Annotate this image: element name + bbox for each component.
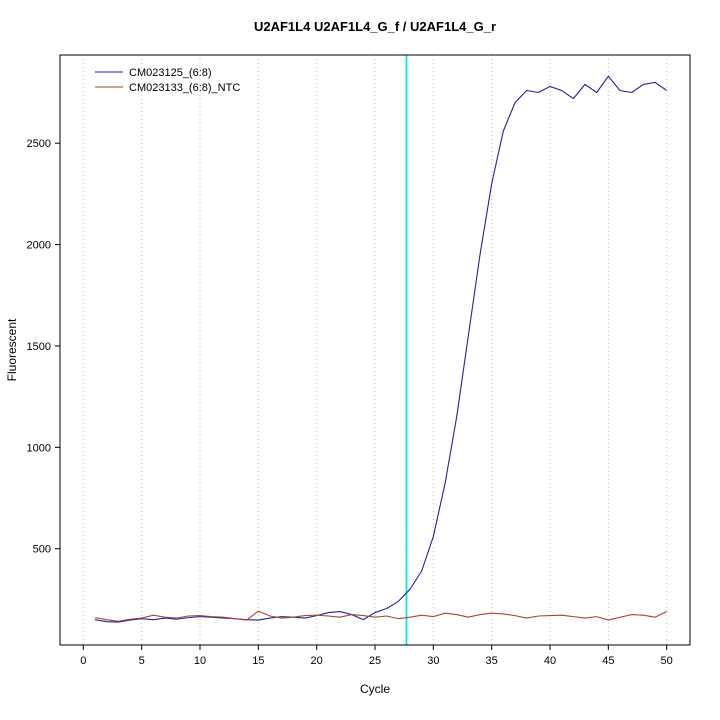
y-tick-label: 2000	[27, 240, 51, 252]
x-tick-label: 35	[486, 655, 498, 667]
x-tick-label: 40	[544, 655, 556, 667]
y-axis-label: Fluorescent	[5, 318, 19, 381]
legend-label-series-1: CM023125_(6:8)	[129, 67, 212, 79]
series-line-2	[94, 610, 667, 622]
x-tick-label: 0	[80, 655, 86, 667]
x-tick-label: 25	[369, 655, 381, 667]
x-tick-label: 20	[311, 655, 323, 667]
x-tick-label: 10	[194, 655, 206, 667]
legend-label-series-2: CM023133_(6:8)_NTC	[129, 82, 240, 94]
chart-title: U2AF1L4 U2AF1L4_G_f / U2AF1L4_G_r	[254, 19, 496, 34]
plot-area: 0 5 10 15 20 25 30 35 40 45 50 500 1000 1500 2000 2500	[27, 54, 691, 667]
y-tick-label: 500	[33, 544, 51, 556]
y-tick-label: 2500	[27, 138, 51, 150]
x-tick-label: 5	[139, 655, 145, 667]
y-tick-label: 1500	[27, 341, 51, 353]
x-tick-label: 45	[602, 655, 614, 667]
x-tick-label: 50	[661, 655, 673, 667]
x-tick-label: 15	[252, 655, 264, 667]
series-line-1	[94, 75, 667, 623]
x-axis-label: Cycle	[360, 682, 390, 696]
x-tick-label: 30	[427, 655, 439, 667]
legend: CM023125_(6:8) CM023133_(6:8)_NTC	[95, 67, 240, 94]
y-tick-label: 1000	[27, 442, 51, 454]
